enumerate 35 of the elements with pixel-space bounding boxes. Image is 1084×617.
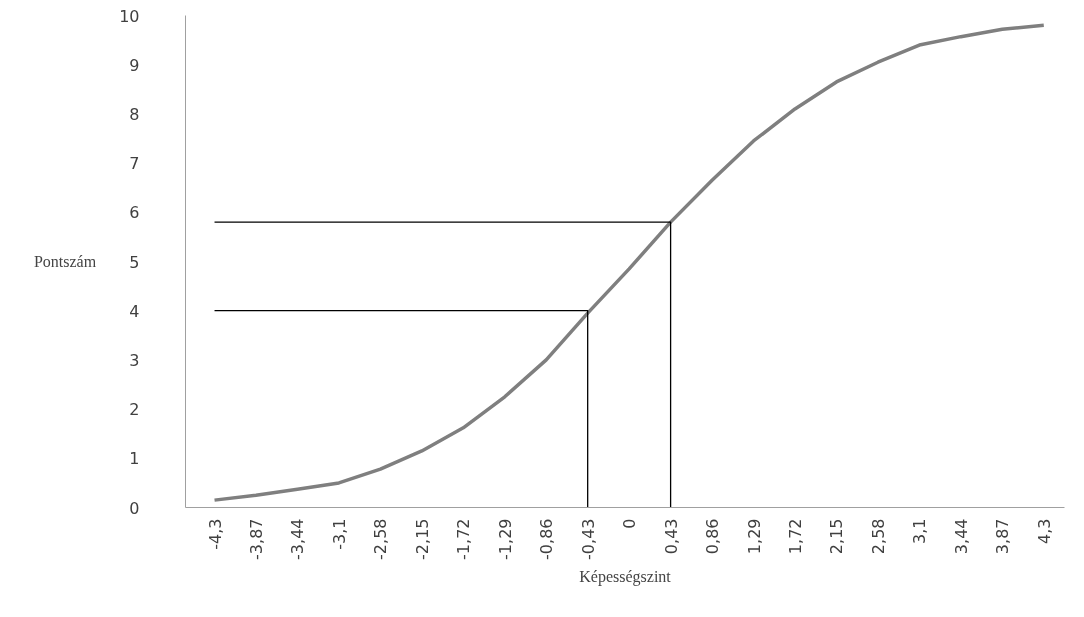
line-series [212,23,1046,502]
x-tick-label: -0,43 [578,518,598,560]
x-tick-label: -3,87 [246,518,266,560]
x-axis-title: Képességszint [579,567,672,586]
y-tick-label: 5 [129,252,140,272]
x-tick-label: 3,1 [910,518,930,544]
x-tick-label: 3,87 [993,518,1013,555]
x-tick-label: 0 [620,518,640,529]
x-tick-label: -4,3 [205,518,225,550]
x-tick-label: -0,86 [537,518,557,560]
y-tick-label: 8 [129,104,140,124]
x-tick-label: 4,3 [1034,518,1054,544]
y-tick-label: 7 [129,154,140,174]
y-tick-label: 0 [129,498,140,518]
x-tick-label: 0,86 [703,518,723,555]
y-tick-label: 10 [119,6,140,26]
x-tick-label: 0,43 [661,518,681,555]
x-tick-label: 3,44 [951,518,971,555]
x-tick-label: -1,72 [454,518,474,560]
x-tick-label: 1,29 [744,518,764,555]
x-tick-label: -3,44 [288,518,308,560]
x-tick-label: -2,58 [371,518,391,560]
x-tick-label: 2,15 [827,518,847,555]
x-tick-label: -3,1 [329,518,349,550]
y-tick-label: 6 [129,203,140,223]
y-tick-label: 9 [129,55,140,75]
x-tick-label: 1,72 [786,518,805,555]
x-tick-label: -1,29 [495,518,515,560]
x-tick-label: 2,58 [868,518,888,555]
y-tick-label: 2 [129,400,140,420]
y-tick-label: 1 [129,449,140,469]
y-tick-label: 4 [129,301,140,321]
y-axis-title: Pontszám [33,253,97,270]
x-tick-label: -2,15 [412,518,432,560]
y-tick-label: 3 [129,350,140,370]
